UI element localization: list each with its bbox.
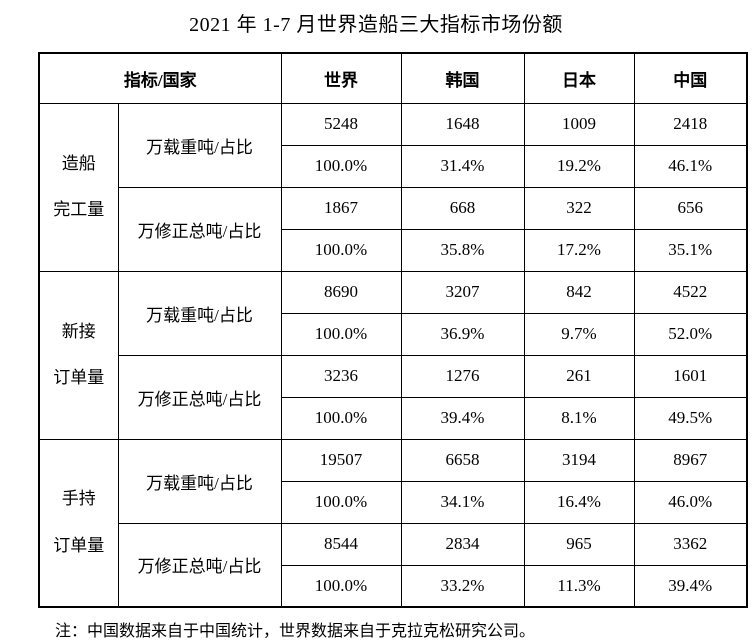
table-row: 100.0% 39.4% 8.1% 49.5% (39, 396, 748, 440)
group-label-cell-orderbook: 手持 订单量 (38, 438, 119, 608)
value-cell: 965 (523, 522, 635, 566)
share-cell: 39.4% (400, 396, 525, 440)
value-cell: 19507 (280, 438, 402, 482)
value-cell: 3236 (280, 354, 402, 398)
value-cell: 3194 (523, 438, 635, 482)
share-cell: 46.0% (633, 480, 748, 524)
table-row: 100.0% 34.1% 16.4% 46.0% (39, 480, 748, 524)
group-label-line2: 完工量 (53, 200, 105, 219)
value-cell: 6658 (400, 438, 525, 482)
share-cell: 35.1% (633, 228, 748, 272)
share-cell: 9.7% (523, 312, 635, 356)
table-row: 手持 订单量 万载重吨/占比 19507 6658 3194 8967 (38, 438, 748, 608)
metric-label-cell: 万修正总吨/占比 (117, 186, 282, 272)
value-cell: 2418 (633, 102, 748, 146)
value-cell: 1276 (400, 354, 525, 398)
table-row: 100.0% 33.2% 11.3% 39.4% (39, 564, 748, 608)
table-row: 100.0% 36.9% 9.7% 52.0% (39, 312, 748, 356)
share-cell: 49.5% (633, 396, 748, 440)
value-cell: 1867 (280, 186, 402, 230)
metric-label-cell: 万载重吨/占比 (117, 438, 282, 524)
share-cell: 36.9% (400, 312, 525, 356)
share-cell: 46.1% (633, 144, 748, 188)
share-cell: 100.0% (280, 144, 402, 188)
group-label-cell-completions: 造船 完工量 (38, 102, 119, 272)
header-col-china: 中国 (633, 52, 748, 104)
header-indicator-country: 指标/国家 (38, 52, 282, 104)
document-page: 2021 年 1-7 月世界造船三大指标市场份额 指标/国家 世界 韩国 日本 … (38, 14, 749, 640)
value-cell: 8544 (280, 522, 402, 566)
share-cell: 39.4% (633, 564, 748, 608)
share-cell: 100.0% (280, 480, 402, 524)
header-col-japan: 日本 (523, 52, 635, 104)
table-row: 100.0% 35.8% 17.2% 35.1% (39, 228, 748, 272)
value-cell: 1009 (523, 102, 635, 146)
group-label-cell-new-orders: 新接 订单量 (38, 270, 119, 440)
market-share-table: 指标/国家 世界 韩国 日本 中国 造船 完工量 万载重吨/占比 5248 16… (38, 52, 749, 608)
group-label-line2: 订单量 (53, 535, 105, 555)
metric-label-cell: 万载重吨/占比 (117, 102, 282, 188)
share-cell: 100.0% (280, 564, 402, 608)
group-label-line1: 新接 (61, 321, 96, 341)
value-cell: 1648 (400, 102, 525, 146)
group-label-line2: 订单量 (53, 368, 105, 387)
value-cell: 261 (523, 354, 635, 398)
share-cell: 100.0% (280, 396, 402, 440)
value-cell: 2834 (400, 522, 525, 566)
value-cell: 4522 (633, 270, 748, 314)
share-cell: 11.3% (523, 564, 635, 608)
value-cell: 8690 (280, 270, 402, 314)
table-row: 100.0% 31.4% 19.2% 46.1% (39, 144, 748, 188)
value-cell: 1601 (633, 354, 748, 398)
metric-label-cell: 万修正总吨/占比 (117, 354, 282, 440)
share-cell: 31.4% (400, 144, 525, 188)
value-cell: 842 (523, 270, 635, 314)
group-label-line1: 手持 (61, 489, 96, 509)
footnote: 注：中国数据来自于中国统计，世界数据来自于克拉克松研究公司。 (55, 623, 536, 640)
header-col-korea: 韩国 (400, 52, 525, 104)
share-cell: 17.2% (523, 228, 635, 272)
share-cell: 52.0% (633, 312, 748, 356)
table-row: 万修正总吨/占比 3236 1276 261 1601 (39, 354, 748, 440)
value-cell: 3207 (400, 270, 525, 314)
share-cell: 100.0% (280, 228, 402, 272)
value-cell: 656 (633, 186, 748, 230)
table-row: 新接 订单量 万载重吨/占比 8690 3207 842 4522 (38, 270, 748, 440)
table-row: 万修正总吨/占比 1867 668 322 656 (39, 186, 748, 272)
value-cell: 668 (400, 186, 525, 230)
share-cell: 16.4% (523, 480, 635, 524)
table-row: 造船 完工量 万载重吨/占比 5248 1648 1009 2418 (38, 102, 748, 272)
metric-label-cell: 万修正总吨/占比 (117, 522, 282, 608)
share-cell: 33.2% (400, 564, 525, 608)
header-col-world: 世界 (280, 52, 402, 104)
share-cell: 34.1% (400, 480, 525, 524)
group-label-line1: 造船 (61, 153, 96, 173)
table-row: 万修正总吨/占比 8544 2834 965 3362 (39, 522, 748, 608)
page-title: 2021 年 1-7 月世界造船三大指标市场份额 (189, 14, 563, 36)
value-cell: 322 (523, 186, 635, 230)
table-header-row: 指标/国家 世界 韩国 日本 中国 (38, 52, 748, 104)
share-cell: 19.2% (523, 144, 635, 188)
share-cell: 100.0% (280, 312, 402, 356)
value-cell: 3362 (633, 522, 748, 566)
value-cell: 5248 (280, 102, 402, 146)
share-cell: 8.1% (523, 396, 635, 440)
metric-label-cell: 万载重吨/占比 (117, 270, 282, 356)
value-cell: 8967 (633, 438, 748, 482)
share-cell: 35.8% (400, 228, 525, 272)
